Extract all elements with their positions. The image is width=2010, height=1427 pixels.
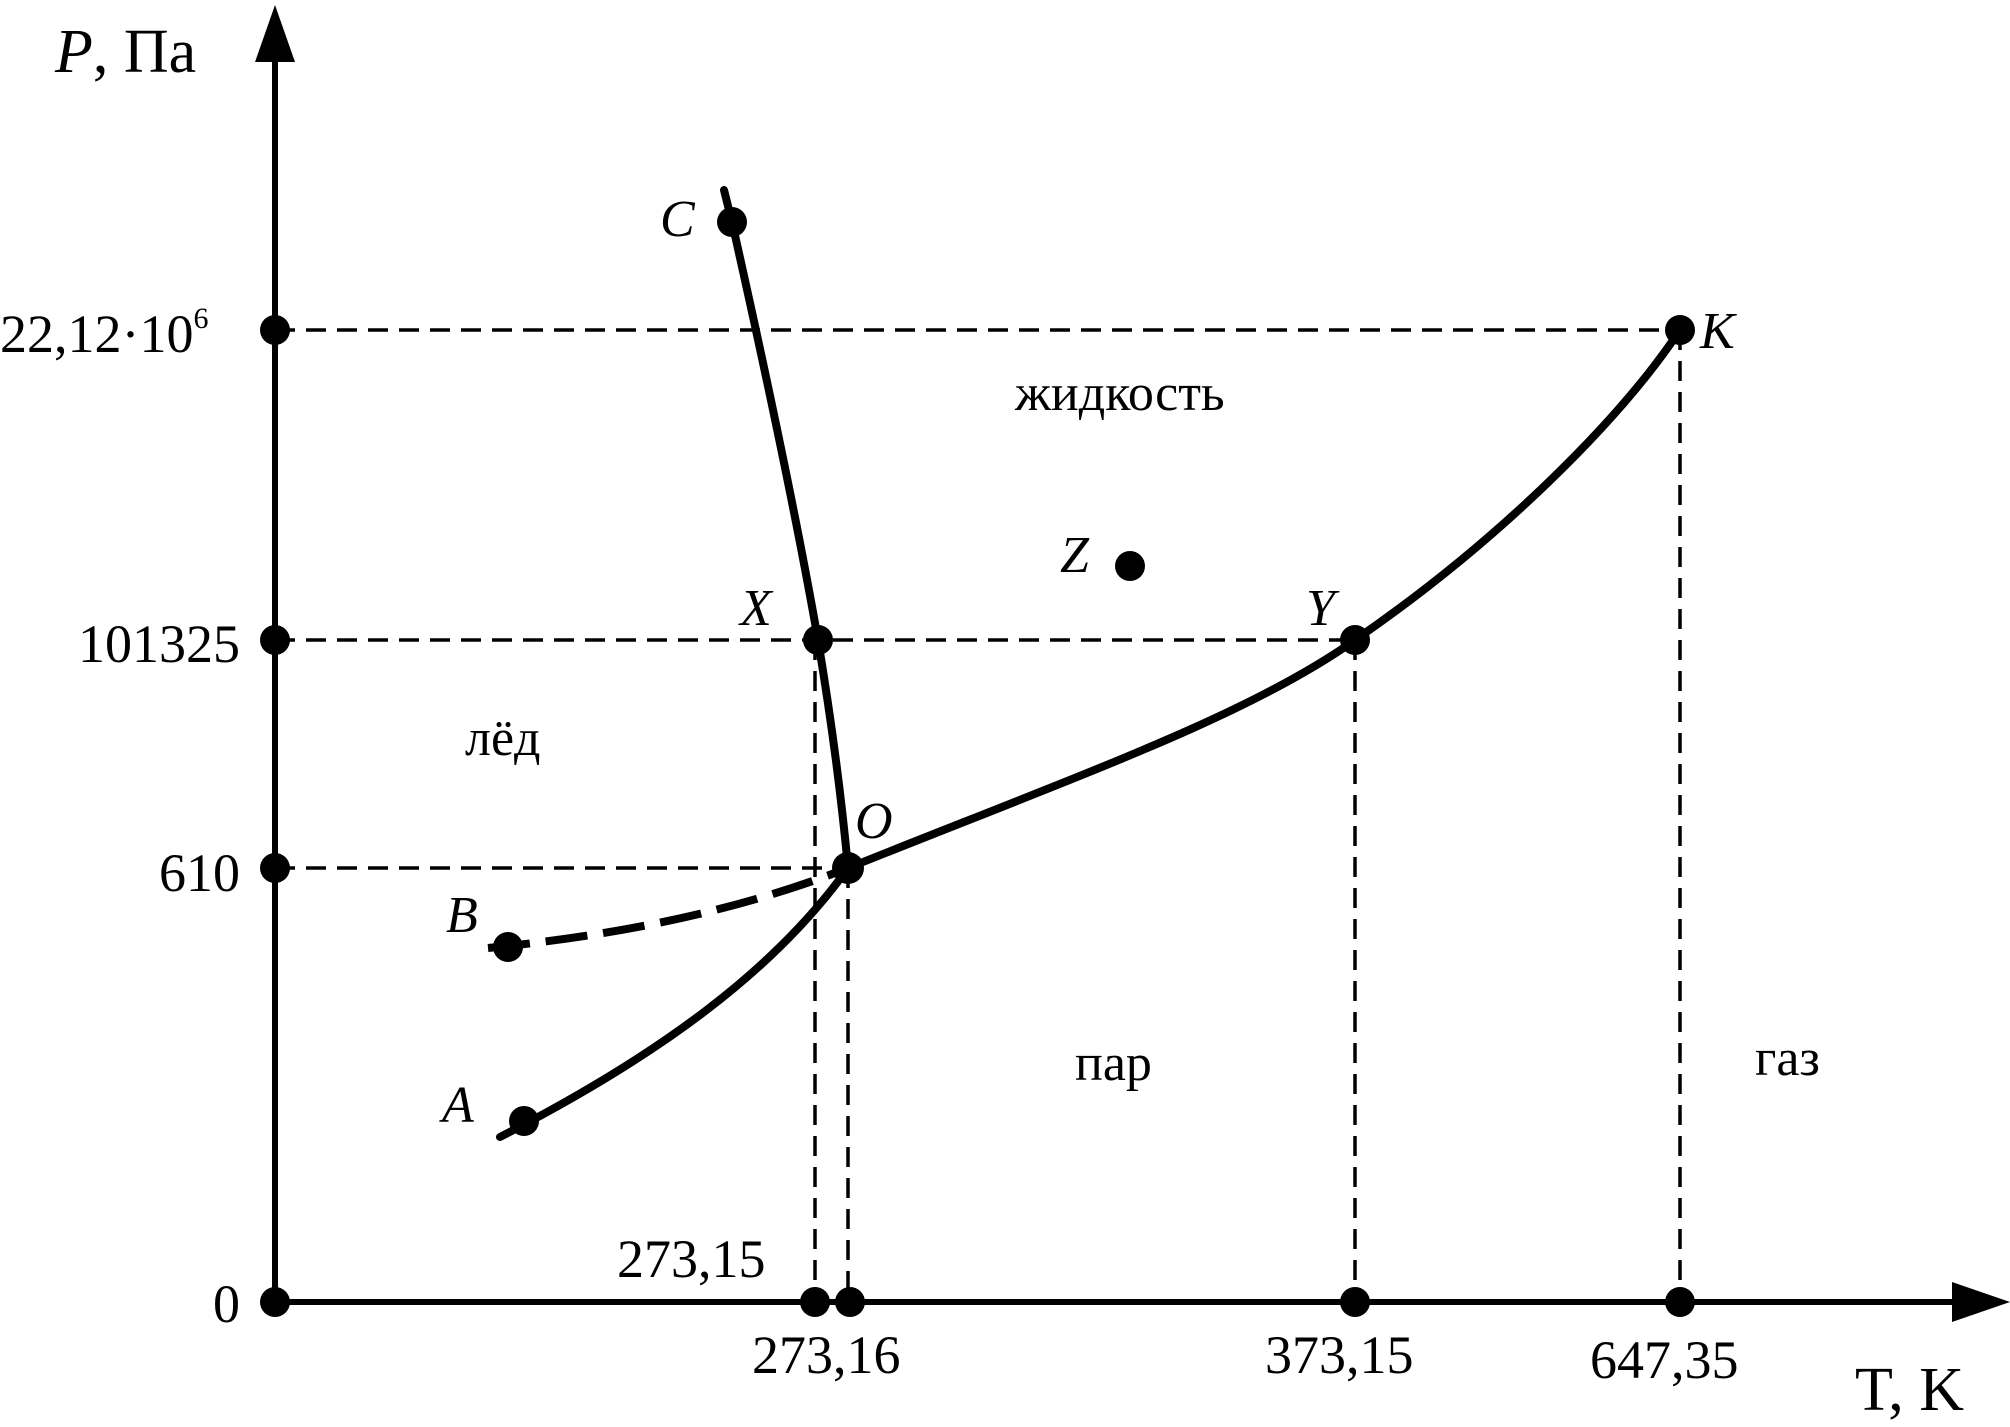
tick-point-t-triple: [835, 1287, 865, 1317]
region-gas: газ: [1755, 1030, 1820, 1087]
x-axis-arrow: [1952, 1282, 2010, 1322]
point-z: [1115, 551, 1145, 581]
tick-point-t-melt: [800, 1287, 830, 1317]
tick-point-p-critical: [260, 315, 290, 345]
y-tick-zero: 0: [213, 1274, 240, 1334]
label-y: Y: [1306, 580, 1340, 637]
x-tick-triple: 273,16: [752, 1325, 901, 1385]
melting-curve: [720, 186, 852, 872]
region-liquid: жидкость: [1014, 365, 1225, 422]
y-tick-triple: 610: [159, 843, 240, 903]
supercooled-liquid-curve: [487, 864, 850, 952]
point-c: [717, 207, 747, 237]
label-z: Z: [1060, 527, 1090, 584]
tick-point-p-atmospheric: [260, 625, 290, 655]
point-b: [493, 932, 523, 962]
y-axis-arrow: [255, 5, 295, 62]
label-k: K: [1699, 303, 1737, 360]
region-vapor: пар: [1075, 1035, 1152, 1092]
tick-point-origin: [260, 1287, 290, 1317]
point-y: [1340, 625, 1370, 655]
y-axis-label: P, Па: [54, 18, 196, 86]
x-tick-critical: 647,35: [1590, 1330, 1739, 1390]
x-tick-melt: 273,15: [617, 1229, 766, 1289]
x-tick-boil: 373,15: [1265, 1325, 1414, 1385]
point-o: [832, 852, 864, 884]
label-x: X: [738, 580, 774, 637]
y-tick-critical: 22,12·106: [0, 302, 208, 364]
tick-point-t-critical: [1665, 1287, 1695, 1317]
y-tick-atmospheric: 101325: [78, 614, 240, 674]
region-ice: лёд: [465, 710, 541, 767]
tick-point-t-boil: [1340, 1287, 1370, 1317]
sublimation-curve: [496, 864, 852, 1141]
vaporization-curve: [844, 326, 1684, 872]
label-c: C: [660, 191, 696, 248]
label-a: A: [439, 1077, 474, 1134]
x-axis-label: T, K: [1855, 1356, 1964, 1424]
point-x: [803, 625, 833, 655]
label-b: B: [446, 887, 478, 944]
label-o: O: [855, 793, 893, 850]
point-k: [1665, 315, 1695, 345]
point-a: [509, 1106, 539, 1136]
tick-point-p-triple: [260, 853, 290, 883]
